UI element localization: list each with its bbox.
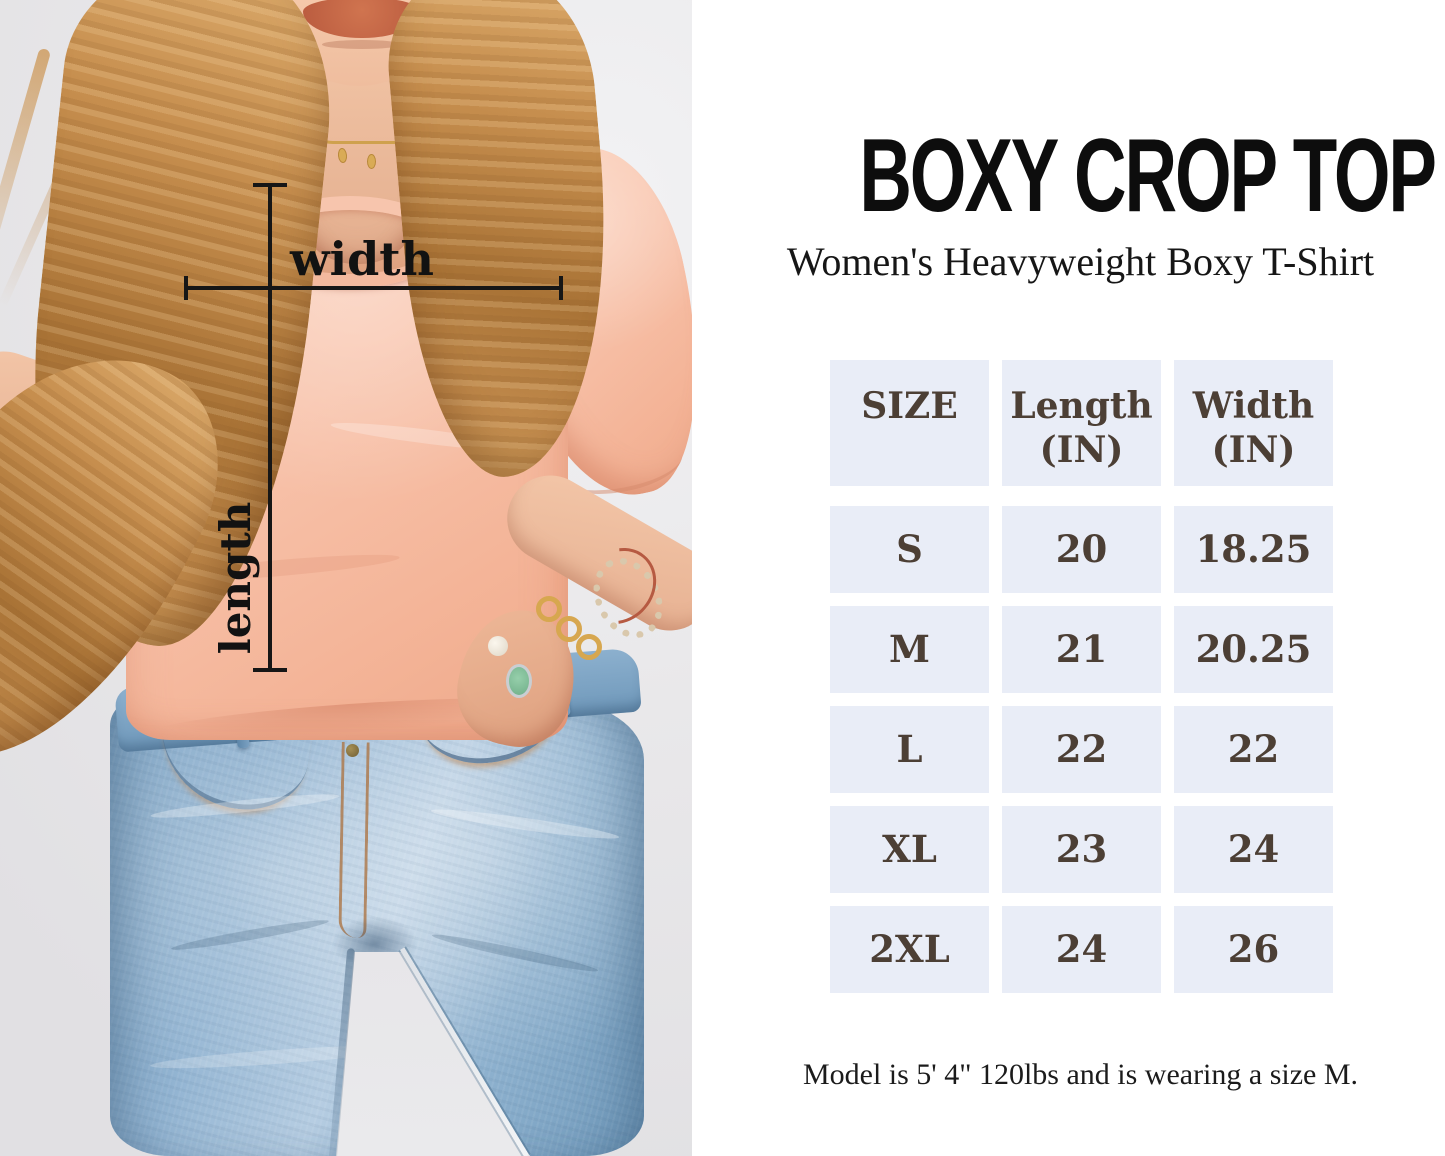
table-row-s: S 20 18.25 bbox=[830, 506, 1333, 593]
size-value: 2XL bbox=[830, 906, 989, 993]
gold-chain-bracelet bbox=[576, 634, 602, 660]
size-value: M bbox=[830, 606, 989, 693]
turquoise-ring bbox=[506, 664, 532, 698]
width-value: 22 bbox=[1174, 706, 1333, 793]
size-table: SIZE Length (IN) Width (IN) S 20 18 bbox=[830, 360, 1333, 1006]
column-label: SIZE bbox=[861, 385, 958, 427]
size-value: L bbox=[830, 706, 989, 793]
length-value: 22 bbox=[1002, 706, 1161, 793]
column-unit: (IN) bbox=[1039, 428, 1124, 471]
length-measurement-line bbox=[253, 183, 287, 672]
length-value: 23 bbox=[1002, 806, 1161, 893]
size-table-header-row: SIZE Length (IN) Width (IN) bbox=[830, 360, 1333, 486]
column-unit: (IN) bbox=[1211, 428, 1296, 471]
size-info-content: BOXY CROP TOP Women's Heavyweight Boxy T… bbox=[736, 0, 1437, 1156]
table-row-l: L 22 22 bbox=[830, 706, 1333, 793]
length-value: 20 bbox=[1002, 506, 1161, 593]
width-value: 20.25 bbox=[1174, 606, 1333, 693]
size-value: XL bbox=[830, 806, 989, 893]
width-measurement-line bbox=[184, 276, 563, 300]
size-value: S bbox=[830, 506, 989, 593]
size-info-panel: BOXY CROP TOP Women's Heavyweight Boxy T… bbox=[692, 0, 1445, 1156]
length-value: 24 bbox=[1002, 906, 1161, 993]
column-header-size: SIZE bbox=[830, 360, 989, 486]
width-value: 18.25 bbox=[1174, 506, 1333, 593]
model-photo: width length bbox=[0, 0, 692, 1156]
product-title: BOXY CROP TOP bbox=[736, 124, 1437, 228]
column-header-width: Width (IN) bbox=[1174, 360, 1333, 486]
table-row-2xl: 2XL 24 26 bbox=[830, 906, 1333, 993]
product-subtitle: Women's Heavyweight Boxy T-Shirt bbox=[786, 239, 1375, 284]
length-label: length bbox=[211, 501, 260, 655]
width-label: width bbox=[290, 232, 434, 286]
column-label: Width bbox=[1192, 385, 1315, 427]
column-header-length: Length (IN) bbox=[1002, 360, 1161, 486]
width-value: 24 bbox=[1174, 806, 1333, 893]
product-title-text: BOXY CROP TOP bbox=[859, 118, 1437, 234]
width-value: 26 bbox=[1174, 906, 1333, 993]
jeans-fly-stitching bbox=[338, 741, 370, 939]
gold-chain-bracelet bbox=[536, 596, 562, 622]
table-row-xl: XL 23 24 bbox=[830, 806, 1333, 893]
table-row-m: M 21 20.25 bbox=[830, 606, 1333, 693]
gold-chain-bracelet bbox=[556, 616, 582, 642]
column-label: Length bbox=[1010, 385, 1153, 427]
chin-shadow bbox=[322, 40, 402, 49]
length-value: 21 bbox=[1002, 606, 1161, 693]
jeans-button bbox=[346, 744, 359, 757]
pearl-ring bbox=[488, 636, 508, 656]
necklace-charm bbox=[367, 154, 376, 169]
model-size-note: Model is 5' 4" 120lbs and is wearing a s… bbox=[802, 1058, 1359, 1091]
